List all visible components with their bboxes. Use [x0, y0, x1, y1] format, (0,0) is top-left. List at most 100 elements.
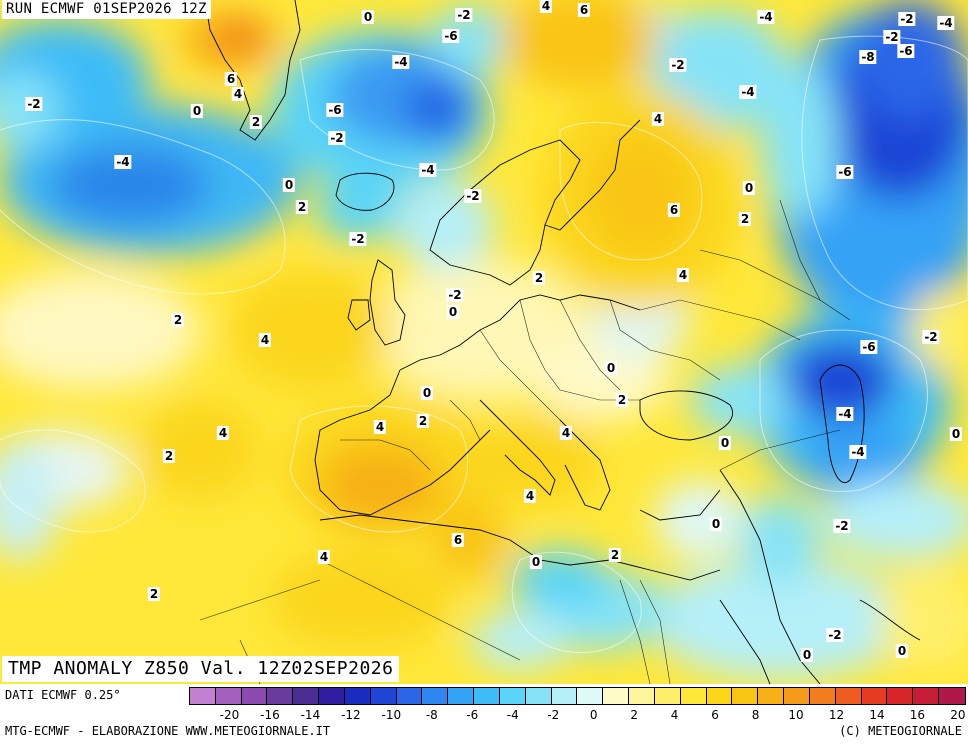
color-swatch — [551, 688, 578, 704]
color-swatch — [603, 688, 630, 704]
color-swatch — [215, 688, 242, 704]
contour-label: -2 — [922, 330, 940, 344]
color-scale-tick: -10 — [381, 708, 402, 722]
color-swatch — [654, 688, 681, 704]
contour-label: -4 — [392, 55, 410, 69]
color-swatch — [784, 688, 810, 704]
color-swatch — [241, 688, 268, 704]
contour-label: -6 — [442, 29, 460, 43]
contour-label: -2 — [446, 288, 464, 302]
contour-label: -2 — [455, 8, 473, 22]
contour-label: 4 — [676, 268, 690, 282]
anomaly-shading — [0, 0, 968, 680]
contour-label: 0 — [190, 104, 204, 118]
contour-label: -2 — [669, 58, 687, 72]
color-scale-tick: 2 — [630, 708, 638, 722]
contour-label: 0 — [742, 181, 756, 195]
contour-label: -6 — [897, 44, 915, 58]
contour-label: 6 — [577, 3, 591, 17]
contour-label: 6 — [451, 533, 465, 547]
color-scale-tick: 6 — [711, 708, 719, 722]
contour-label: 6 — [224, 72, 238, 86]
contour-label: 0 — [949, 427, 963, 441]
contour-label: -6 — [836, 165, 854, 179]
color-scale-tick: 8 — [751, 708, 760, 722]
color-swatch — [448, 688, 475, 704]
contour-label: 2 — [416, 414, 430, 428]
color-swatch — [680, 688, 707, 704]
coastlines — [204, 0, 921, 684]
color-swatch — [835, 688, 862, 704]
color-scale-tick: 4 — [670, 708, 679, 722]
contour-label: 2 — [162, 449, 176, 463]
color-scale-tick: 0 — [589, 708, 598, 722]
contour-label: 2 — [532, 271, 546, 285]
contour-label: 2 — [738, 212, 752, 226]
contour-label: 0 — [446, 305, 460, 319]
contour-label: -2 — [898, 12, 916, 26]
color-swatch — [190, 688, 216, 704]
contour-label: 4 — [651, 112, 665, 126]
credit-right: (C) METEOGIORNALE — [839, 724, 962, 738]
footer: DATI ECMWF 0.25° -20 -16 -14 -12 -10 -8 -6 -4 -2… — [0, 684, 968, 745]
color-swatch — [939, 688, 965, 704]
color-swatch — [293, 688, 320, 704]
contour-label: 0 — [361, 10, 375, 24]
contour-label: 4 — [231, 87, 245, 101]
color-swatch — [577, 688, 604, 704]
color-swatch — [474, 688, 500, 704]
contour-label: 4 — [258, 333, 272, 347]
contour-label: -6 — [326, 103, 344, 117]
contour-label: -4 — [849, 445, 867, 459]
contour-label: -2 — [25, 97, 43, 111]
color-swatch — [732, 688, 759, 704]
color-scale-tick: -14 — [300, 708, 321, 722]
color-scale-tick: 14 — [869, 708, 885, 722]
color-swatch — [370, 688, 397, 704]
contour-label: -2 — [883, 30, 901, 44]
contour-label: -4 — [419, 163, 437, 177]
color-swatch — [319, 688, 345, 704]
contour-label: 0 — [420, 386, 434, 400]
contour-label: 0 — [604, 361, 618, 375]
contour-label: 0 — [282, 178, 296, 192]
contour-label: 0 — [800, 648, 814, 662]
color-scale-tick: -20 — [219, 708, 240, 722]
color-scale-tick: -8 — [425, 708, 438, 722]
contour-label: 0 — [895, 644, 909, 658]
contour-label: -2 — [826, 628, 844, 642]
temperature-anomaly-map: 0 -2 4 6 -4 -2 -2 -6 -4 -4 -8 -6 -2 6 4 … — [0, 0, 968, 684]
color-scale-tick: -6 — [466, 708, 479, 722]
contour-label: -2 — [349, 232, 367, 246]
contour-label: 2 — [171, 313, 185, 327]
contour-lines — [0, 35, 968, 654]
contour-label: -2 — [833, 519, 851, 533]
contour-label: 4 — [373, 420, 387, 434]
color-swatch — [267, 688, 294, 704]
color-swatch — [396, 688, 423, 704]
color-swatch — [706, 688, 733, 704]
contour-label: 4 — [523, 489, 537, 503]
color-swatch — [758, 688, 785, 704]
variable-title: TMP ANOMALY Z850 Val. 12Z02SEP2026 — [2, 656, 400, 682]
contour-label: -2 — [328, 131, 346, 145]
run-title: RUN ECMWF 01SEP2026 12Z — [2, 0, 211, 19]
credit-left: MTG-ECMWF - ELABORAZIONE WWW.METEOGIORNA… — [5, 724, 331, 738]
contour-label: 4 — [317, 550, 331, 564]
contour-label: -4 — [937, 16, 955, 30]
contour-label: 0 — [529, 555, 543, 569]
contour-label: 2 — [295, 200, 309, 214]
contour-label: -6 — [860, 340, 878, 354]
color-swatch — [525, 688, 552, 704]
contour-label: 4 — [559, 426, 573, 440]
contour-label: 2 — [147, 587, 161, 601]
color-scale-tick: -12 — [341, 708, 361, 722]
contour-label: -8 — [859, 50, 877, 64]
contour-label: -4 — [836, 407, 854, 421]
color-swatch — [887, 688, 914, 704]
contour-label: 0 — [709, 517, 723, 531]
color-swatch — [913, 688, 940, 704]
data-source-label: DATI ECMWF 0.25° — [5, 688, 121, 702]
country-borders — [199, 199, 851, 684]
color-scale-ticks: -20 -16 -14 -12 -10 -8 -6 -4 -2 0 2 4 6 8 10 12 14 16 20 — [189, 708, 966, 722]
